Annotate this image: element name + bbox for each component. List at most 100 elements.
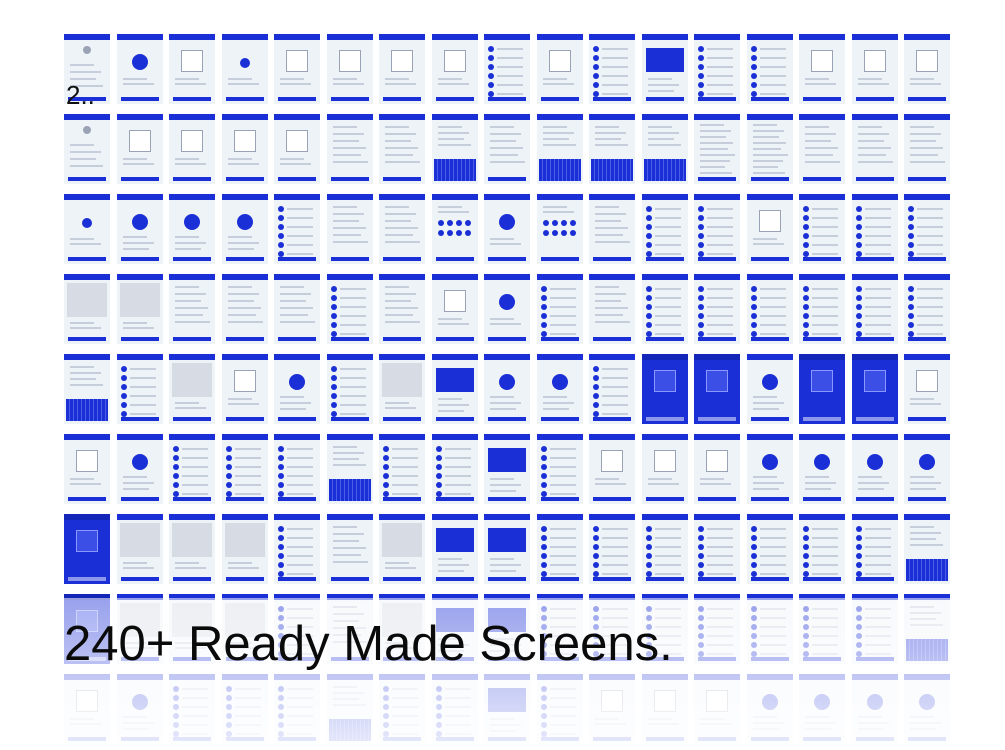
screen-thumbnail	[799, 434, 845, 504]
screen-thumbnail	[694, 434, 740, 504]
screen-thumbnail	[851, 34, 898, 104]
screen-reflection	[904, 594, 950, 664]
screen-thumbnail	[904, 434, 950, 504]
screen-thumbnail	[274, 274, 320, 344]
screen-thumbnail	[169, 114, 215, 184]
screen-thumbnail	[431, 274, 478, 344]
screen-thumbnail	[431, 354, 478, 424]
screen-thumbnail	[641, 114, 688, 184]
screen-reflection	[746, 594, 793, 664]
screen-thumbnail	[641, 434, 688, 504]
screen-thumbnail	[904, 274, 950, 344]
screen-thumbnail	[274, 514, 320, 584]
screen-thumbnail	[326, 514, 373, 584]
screen-thumbnail	[851, 354, 898, 424]
screen-thumbnail	[536, 114, 583, 184]
screen-thumbnail	[851, 514, 898, 584]
screen-thumbnail	[221, 274, 268, 344]
screen-reflection	[431, 674, 478, 744]
screen-thumbnail	[221, 194, 268, 264]
screen-thumbnail	[536, 34, 583, 104]
screen-thumbnail	[694, 34, 740, 104]
screen-thumbnail	[484, 34, 530, 104]
screen-thumbnail	[274, 434, 320, 504]
screen-thumbnail	[379, 434, 425, 504]
screen-thumbnail	[799, 34, 845, 104]
screen-reflection	[904, 674, 950, 744]
screen-reflection	[484, 674, 530, 744]
screen-thumbnail	[799, 114, 845, 184]
screen-thumbnail	[799, 194, 845, 264]
screen-thumbnail	[64, 434, 110, 504]
screen-thumbnail	[221, 514, 268, 584]
screen-thumbnail	[326, 274, 373, 344]
screen-thumbnail	[116, 434, 163, 504]
screen-reflection	[746, 674, 793, 744]
screen-thumbnail	[274, 354, 320, 424]
screen-reflection	[851, 674, 898, 744]
screen-thumbnail	[746, 34, 793, 104]
screen-reflection	[64, 674, 110, 744]
screen-thumbnail	[169, 354, 215, 424]
screen-thumbnail	[641, 274, 688, 344]
screen-thumbnail	[64, 194, 110, 264]
screen-reflection	[694, 594, 740, 664]
screen-thumbnail	[746, 514, 793, 584]
screen-thumbnail	[379, 274, 425, 344]
screen-thumbnail	[169, 194, 215, 264]
screen-thumbnail	[536, 354, 583, 424]
screen-thumbnail	[379, 194, 425, 264]
screen-thumbnail	[589, 34, 635, 104]
screen-thumbnail	[116, 354, 163, 424]
screen-thumbnail	[379, 114, 425, 184]
screen-thumbnail	[641, 194, 688, 264]
screen-thumbnail	[641, 34, 688, 104]
screen-thumbnail	[221, 354, 268, 424]
screen-thumbnail	[746, 434, 793, 504]
screen-thumbnail	[64, 274, 110, 344]
screen-thumbnail	[484, 514, 530, 584]
screen-thumbnail	[116, 114, 163, 184]
screen-thumbnail	[799, 354, 845, 424]
screen-thumbnail	[694, 194, 740, 264]
screen-reflection	[589, 674, 635, 744]
screen-thumbnail	[431, 114, 478, 184]
screen-thumbnail	[326, 194, 373, 264]
screen-thumbnail	[694, 514, 740, 584]
screen-thumbnail	[116, 274, 163, 344]
screen-reflection	[326, 674, 373, 744]
screen-thumbnail	[641, 354, 688, 424]
screen-thumbnail	[64, 354, 110, 424]
screen-thumbnail	[694, 274, 740, 344]
screen-thumbnail	[851, 274, 898, 344]
screen-thumbnail	[64, 514, 110, 584]
screen-thumbnail	[536, 194, 583, 264]
screen-thumbnail	[746, 114, 793, 184]
screen-thumbnail	[274, 114, 320, 184]
screen-thumbnail	[536, 514, 583, 584]
screen-thumbnail	[589, 114, 635, 184]
screen-reflection	[274, 674, 320, 744]
screen-reflection	[116, 674, 163, 744]
screen-thumbnail	[851, 194, 898, 264]
screen-thumbnail	[641, 514, 688, 584]
screen-thumbnail	[379, 514, 425, 584]
screen-thumbnail	[589, 354, 635, 424]
headline: 240+ Ready Made Screens.	[64, 617, 673, 671]
screen-thumbnail	[326, 434, 373, 504]
screen-thumbnail	[169, 34, 215, 104]
screen-reflection	[641, 674, 688, 744]
screen-thumbnail	[589, 194, 635, 264]
screen-thumbnail	[746, 194, 793, 264]
screen-thumbnail	[221, 434, 268, 504]
screen-thumbnail	[221, 114, 268, 184]
screen-thumbnail	[431, 194, 478, 264]
screen-thumbnail	[904, 34, 950, 104]
screen-thumbnail	[379, 34, 425, 104]
screen-thumbnail	[274, 34, 320, 104]
screen-thumbnail	[484, 274, 530, 344]
screen-thumbnail	[589, 434, 635, 504]
screen-reflection	[379, 674, 425, 744]
screen-thumbnail	[746, 354, 793, 424]
